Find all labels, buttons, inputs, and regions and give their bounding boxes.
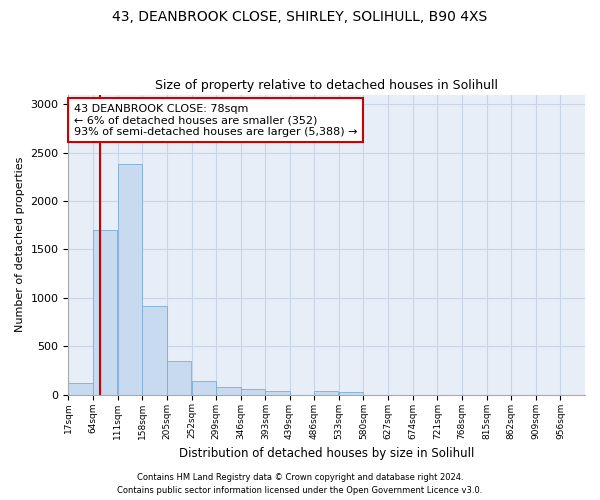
Title: Size of property relative to detached houses in Solihull: Size of property relative to detached ho…	[155, 79, 498, 92]
Bar	[265, 392, 290, 394]
Bar	[216, 388, 241, 394]
Y-axis label: Number of detached properties: Number of detached properties	[15, 157, 25, 332]
Bar	[118, 164, 142, 394]
X-axis label: Distribution of detached houses by size in Solihull: Distribution of detached houses by size …	[179, 447, 475, 460]
Text: 43 DEANBROOK CLOSE: 78sqm
← 6% of detached houses are smaller (352)
93% of semi-: 43 DEANBROOK CLOSE: 78sqm ← 6% of detach…	[74, 104, 357, 137]
Bar	[68, 383, 93, 394]
Bar	[167, 361, 191, 394]
Bar	[93, 230, 118, 394]
Text: 43, DEANBROOK CLOSE, SHIRLEY, SOLIHULL, B90 4XS: 43, DEANBROOK CLOSE, SHIRLEY, SOLIHULL, …	[112, 10, 488, 24]
Text: Contains HM Land Registry data © Crown copyright and database right 2024.
Contai: Contains HM Land Registry data © Crown c…	[118, 474, 482, 495]
Bar	[241, 390, 265, 394]
Bar	[339, 392, 363, 394]
Bar	[142, 306, 167, 394]
Bar	[191, 380, 216, 394]
Bar	[314, 392, 338, 394]
